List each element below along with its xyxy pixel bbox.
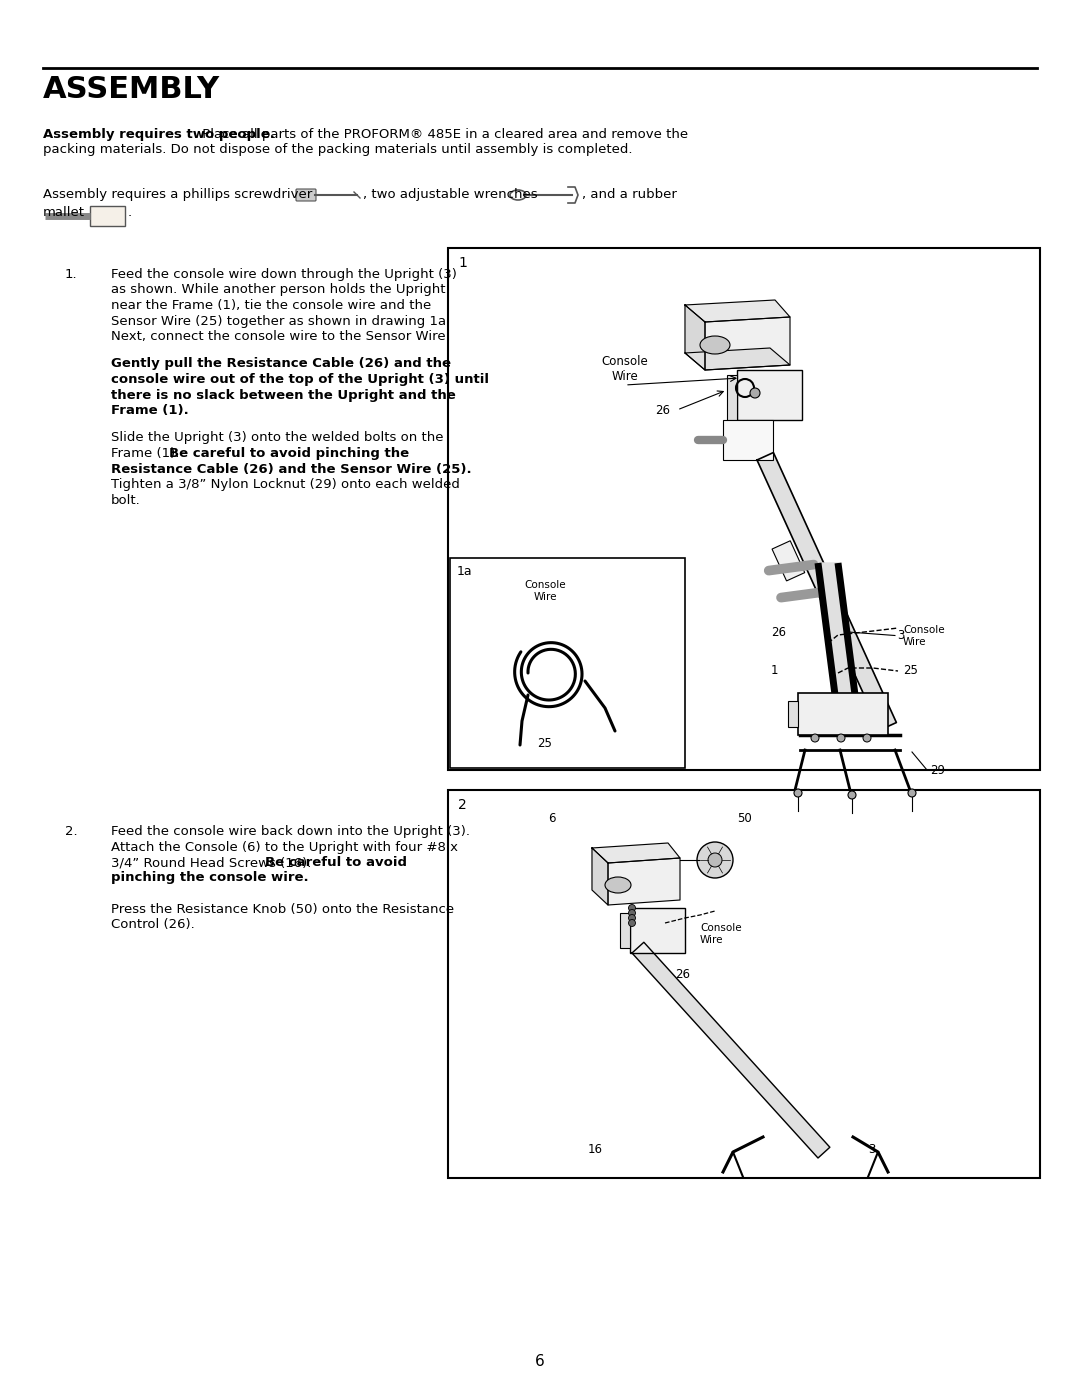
Ellipse shape [605,877,631,893]
Text: 25: 25 [538,738,553,750]
Text: Resistance Cable (26) and the Sensor Wire (25).: Resistance Cable (26) and the Sensor Wir… [111,462,472,475]
Text: Be careful to avoid pinching the: Be careful to avoid pinching the [170,447,409,460]
Circle shape [908,789,916,798]
Circle shape [708,854,723,868]
Text: 26: 26 [654,404,670,416]
Text: Feed the console wire back down into the Upright (3).: Feed the console wire back down into the… [111,826,470,838]
Text: near the Frame (1), tie the console wire and the: near the Frame (1), tie the console wire… [111,299,431,312]
Text: 26: 26 [675,968,690,981]
Text: Console
Wire: Console Wire [700,923,742,944]
Text: Feed the console wire down through the Upright (3): Feed the console wire down through the U… [111,268,457,281]
Bar [723,420,773,460]
Text: Console
Wire: Console Wire [524,580,566,602]
Text: Next, connect the console wire to the Sensor Wire.: Next, connect the console wire to the Se… [111,330,449,344]
Text: as shown. While another person holds the Upright: as shown. While another person holds the… [111,284,446,296]
Circle shape [697,842,733,877]
Text: 6: 6 [548,812,555,826]
Text: Press the Resistance Knob (50) onto the Resistance: Press the Resistance Knob (50) onto the … [111,902,454,915]
Text: Console
Wire: Console Wire [602,355,648,383]
Text: Attach the Console (6) to the Upright with four #8 x: Attach the Console (6) to the Upright wi… [111,841,458,854]
Polygon shape [632,942,829,1158]
Bar [448,249,1040,770]
Circle shape [629,919,635,926]
Polygon shape [685,300,789,321]
Polygon shape [592,842,680,863]
Text: , and a rubber: , and a rubber [582,189,677,201]
Text: mallet: mallet [43,205,85,218]
Text: packing materials. Do not dispose of the packing materials until assembly is com: packing materials. Do not dispose of the… [43,144,633,156]
FancyBboxPatch shape [296,189,316,201]
Text: 1a: 1a [457,564,473,578]
Circle shape [629,915,635,922]
Text: Frame (1).: Frame (1). [111,404,189,416]
Text: 2.: 2. [65,826,78,838]
Text: bolt.: bolt. [111,493,140,507]
Text: .: . [129,205,132,218]
Polygon shape [685,305,705,370]
Text: Control (26).: Control (26). [111,918,194,930]
Bar [448,789,1040,1178]
Circle shape [837,733,845,742]
Text: Place all parts of the PROFORM® 485E in a cleared area and remove the: Place all parts of the PROFORM® 485E in … [198,129,688,141]
Polygon shape [818,563,858,718]
Text: 16: 16 [588,1143,603,1155]
Text: 2: 2 [458,798,467,812]
Text: Be careful to avoid: Be careful to avoid [265,856,407,869]
Text: 29: 29 [930,764,945,777]
Circle shape [629,904,635,911]
Circle shape [794,789,802,798]
Text: 3/4” Round Head Screws (16).: 3/4” Round Head Screws (16). [111,856,315,869]
Text: 26: 26 [771,626,786,640]
Bar [798,693,888,735]
Bar [450,557,685,768]
Circle shape [629,909,635,916]
Text: ASSEMBLY: ASSEMBLY [43,75,220,103]
Text: 50: 50 [737,812,752,826]
Bar [620,914,630,949]
Polygon shape [608,858,680,905]
Text: there is no slack between the Upright and the: there is no slack between the Upright an… [111,388,456,401]
Polygon shape [757,453,896,731]
Circle shape [863,733,870,742]
Text: Gently pull the Resistance Cable (26) and the: Gently pull the Resistance Cable (26) an… [111,358,451,370]
Text: Frame (1).: Frame (1). [111,447,184,460]
Text: 25: 25 [903,665,918,678]
Text: , two adjustable wrenches: , two adjustable wrenches [363,189,538,201]
Text: Assembly requires two people.: Assembly requires two people. [43,129,275,141]
Bar [772,541,805,581]
Polygon shape [705,317,789,370]
Bar [788,701,798,726]
Bar [630,908,685,953]
Text: 3: 3 [868,1143,876,1155]
Polygon shape [685,348,789,370]
Circle shape [750,388,760,398]
Text: 1: 1 [458,256,467,270]
Bar [727,374,737,420]
Text: Slide the Upright (3) onto the welded bolts on the: Slide the Upright (3) onto the welded bo… [111,432,444,444]
Circle shape [848,791,856,799]
Text: pinching the console wire.: pinching the console wire. [111,872,309,884]
Polygon shape [592,848,608,905]
Text: Console
Wire: Console Wire [903,624,945,647]
Text: Sensor Wire (25) together as shown in drawing 1a.: Sensor Wire (25) together as shown in dr… [111,314,450,327]
Text: console wire out of the top of the Upright (3) until: console wire out of the top of the Uprig… [111,373,489,386]
Text: 6: 6 [535,1354,545,1369]
Text: 3: 3 [897,629,904,643]
Bar [90,205,125,225]
Bar [737,370,802,420]
Text: Tighten a 3/8” Nylon Locknut (29) onto each welded: Tighten a 3/8” Nylon Locknut (29) onto e… [111,478,460,490]
Text: Assembly requires a phillips screwdriver: Assembly requires a phillips screwdriver [43,189,312,201]
Text: 1.: 1. [65,268,78,281]
Circle shape [811,733,819,742]
Ellipse shape [700,337,730,353]
Text: 1: 1 [771,665,779,678]
